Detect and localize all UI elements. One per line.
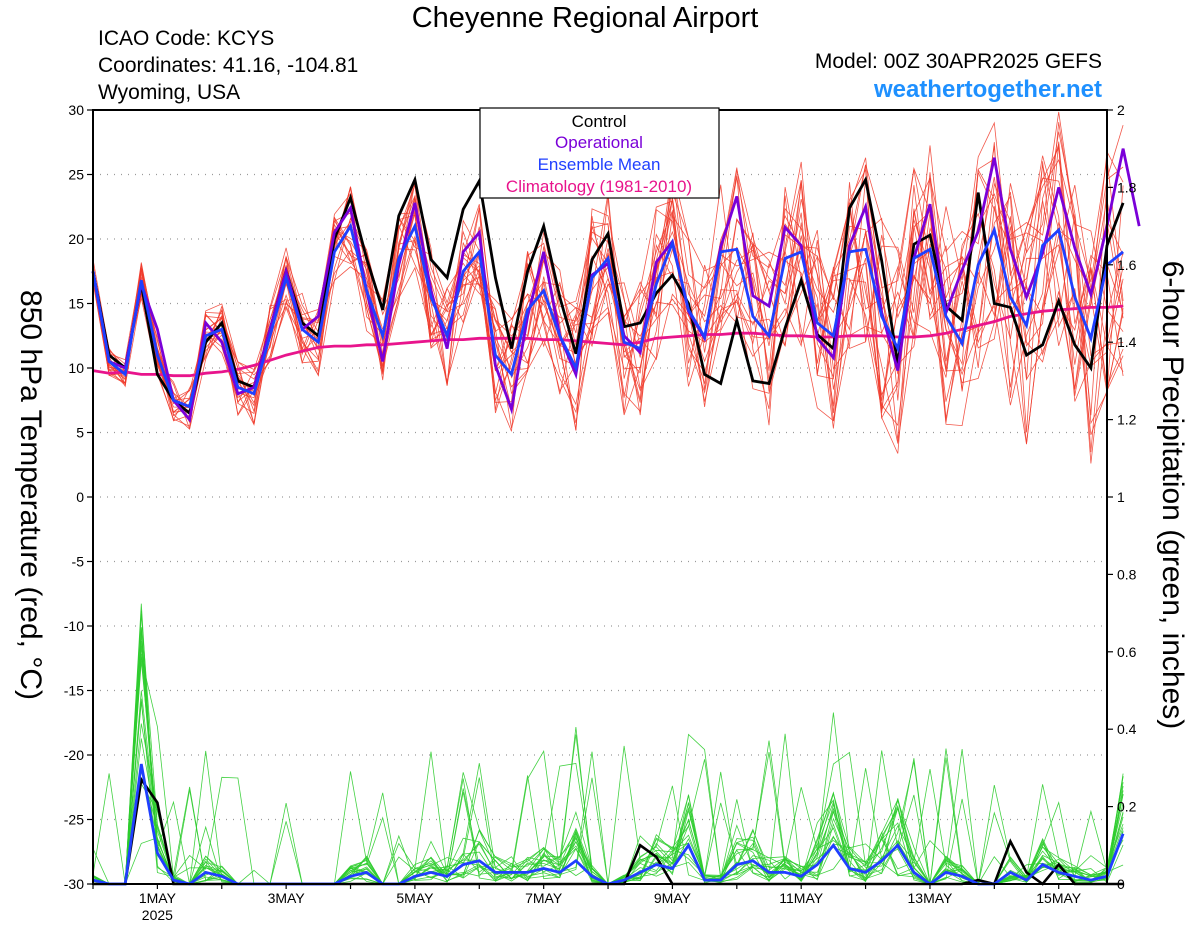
precip-member-line [92,772,1124,885]
y-tick-label-left: 20 [68,231,84,247]
y-tick-label-left: 0 [76,489,84,505]
y-tick-label-right: 0.4 [1117,721,1137,737]
legend: Control Operational Ensemble Mean Climat… [479,107,720,199]
x-tick-label: 9MAY [654,890,692,906]
precip-member-line [92,657,1124,885]
y-tick-label-right: 0 [1117,876,1125,892]
y-tick-label-right: 1 [1117,489,1125,505]
precip-member-lines [92,603,1124,886]
x-tick-label: 15MAY [1036,890,1082,906]
y-tick-label-left: -10 [64,618,84,634]
x-tick-label: 3MAY [268,890,306,906]
y-tick-label-left: 5 [76,425,84,441]
location: Wyoming, USA [98,81,241,104]
y-tick-label-right: 1.4 [1117,334,1137,350]
coordinates: Coordinates: 41.16, -104.81 [98,54,359,77]
icao-code: ICAO Code: KCYS [98,27,275,50]
x-tick-label: 5MAY [396,890,434,906]
precip-member-line [92,738,1124,885]
y-tick-label-left: -30 [64,876,84,892]
precip-member-line [92,646,1124,885]
precip-member-line [92,712,1124,885]
legend-box [479,107,720,199]
site-link[interactable]: weathertogether.net [873,76,1102,103]
precip-member-line [92,690,1124,885]
series-lines [91,148,1141,886]
y-tick-label-left: -20 [64,747,84,763]
y-tick-label-right: 1.6 [1117,257,1137,273]
y-tick-label-left: -25 [64,812,84,828]
precip-member-line [92,698,1124,885]
precip-member-line [92,633,1124,885]
y-tick-label-right: 0.8 [1117,566,1137,582]
legend-operational: Operational [555,133,643,152]
model-run: Model: 00Z 30APR2025 GEFS [814,50,1102,73]
climatology-line [92,304,1124,378]
y-tick-label-left: 25 [68,167,84,183]
y-tick-label-left: 30 [68,102,84,118]
y-tick-label-right: 1.8 [1117,179,1137,195]
x-tick-label: 7MAY [525,890,563,906]
precip-member-line [92,701,1124,885]
y-tick-label-right: 2 [1117,102,1125,118]
y-tick-label-right: 0.6 [1117,644,1137,660]
legend-ensemble-mean: Ensemble Mean [538,155,661,174]
precip-member-line [92,640,1124,885]
y-tick-label-right: 1.2 [1117,412,1137,428]
precip-member-line [92,740,1124,886]
x-year-label: 2025 [142,907,173,923]
legend-control: Control [572,112,627,131]
y-tick-label-left: -15 [64,683,84,699]
temp-member-line [92,155,1124,429]
precip-member-line [92,628,1124,886]
legend-climatology: Climatology (1981-2010) [506,177,692,196]
y-tick-label-right: 0.2 [1117,799,1137,815]
ensemble-mean-line [91,221,1124,409]
precip-member-line [92,661,1124,885]
x-tick-label: 13MAY [908,890,954,906]
x-tick-label: 11MAY [779,890,823,906]
y-tick-label-left: 15 [68,296,84,312]
precip-mean-line [92,763,1125,886]
temp-member-line [92,158,1124,444]
y-tick-label-left: -5 [72,554,85,570]
x-tick-label: 1MAY [139,890,177,906]
precip-member-line [92,653,1124,885]
chart-title: Cheyenne Regional Airport [411,2,759,34]
axis-ticks: 302520151050-5-10-15-20-25-3021.81.61.41… [64,102,1137,923]
y-tick-label-left: 10 [68,360,84,376]
